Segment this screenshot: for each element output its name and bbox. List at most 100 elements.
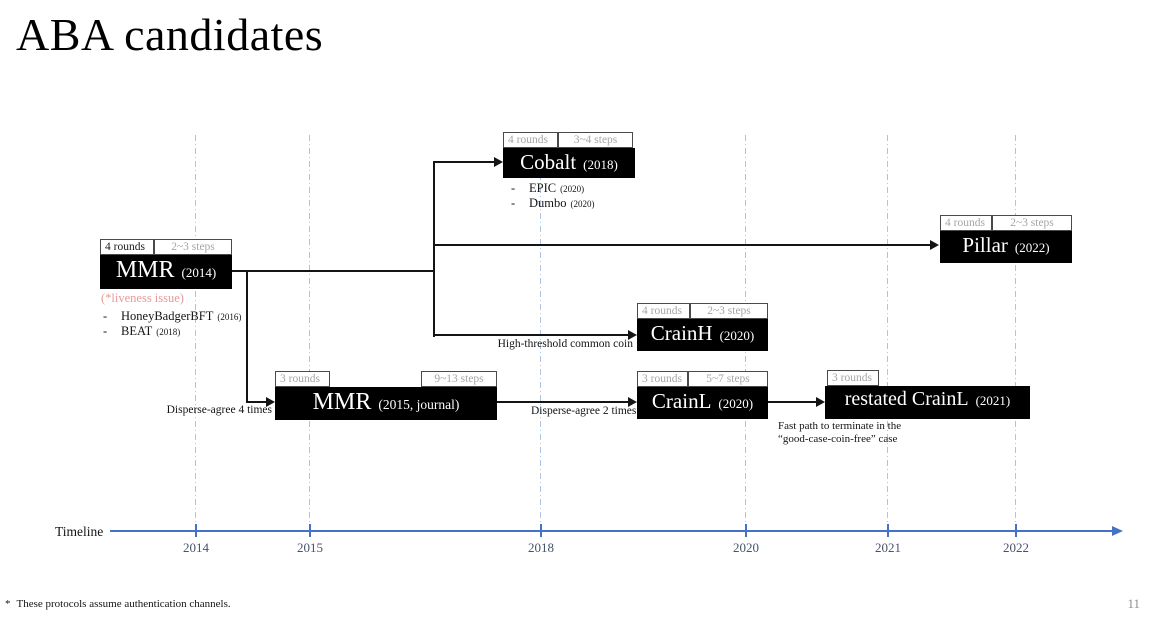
badge-steps: 2~3 steps [154,239,232,255]
annotation-fast-path-line2: “good-case-coin-free” case [778,433,898,445]
protocol-year: (2020) [718,396,754,411]
connector-down-to-mmr-journal [246,271,248,402]
protocol-group-mmr-journal: 3 rounds 9~13 steps MMR (2015, journal) [275,371,497,420]
tick-2018 [540,524,542,537]
badge-steps: 5~7 steps [688,371,768,387]
protocol-box-mmr-journal: MMR (2015, journal) [275,387,497,420]
badge-row: 4 rounds 3~4 steps [503,132,635,148]
list-item: - EPIC (2020) [508,181,635,196]
year-label-2020: 2020 [733,540,759,555]
badge-row: 4 rounds 2~3 steps [940,215,1072,231]
badge-rounds: 4 rounds [940,215,992,231]
gridline-2014 [195,135,196,532]
derived-year: (2018) [156,327,181,337]
annotation-disperse-agree-4: Disperse-agree 4 times [166,404,272,416]
tick-2020 [745,524,747,537]
arrowhead-cobalt-icon [494,157,503,167]
year-label-2022: 2022 [1003,540,1029,555]
timeline-label: Timeline [55,524,104,539]
tick-2022 [1015,524,1017,537]
list-bullet: - [511,181,516,195]
arrowhead-mmr-journal-icon [266,397,275,407]
annotation-disperse-agree-2: Disperse-agree 2 times [531,405,637,417]
footnote-text: These protocols assume authentication ch… [16,598,231,610]
protocol-year: (2022) [1014,240,1050,255]
badge-row: 3 rounds [827,370,1030,386]
connector-branch-vertical [433,161,435,337]
derived-name: Dumbo [529,196,567,210]
protocol-year: (2015, journal) [378,397,460,412]
protocol-box-mmr-2014: MMR (2014) [100,255,232,289]
arrowhead-crainl-icon [628,397,637,407]
timeline-axis [110,530,1112,532]
derived-year: (2016) [217,312,242,322]
protocol-group-restated-crainl: 3 rounds restated CrainL (2021) [825,370,1030,419]
derived-name: BEAT [121,324,153,338]
protocol-name: MMR [312,389,372,415]
derived-list: - HoneyBadgerBFT (2016) - BEAT (2018) [100,309,241,339]
arrowhead-restated-crainl-icon [816,397,825,407]
badge-steps: 2~3 steps [992,215,1072,231]
protocol-year: (2020) [719,328,755,343]
list-bullet: - [511,196,516,210]
protocol-group-crainl: 3 rounds 5~7 steps CrainL (2020) [637,371,768,419]
list-bullet: - [103,309,108,323]
protocol-name: CrainH [650,321,713,345]
page-number: 11 [1127,596,1140,611]
badge-rounds: 3 rounds [827,370,879,386]
badge-rounds: 4 rounds [100,239,154,255]
protocol-box-cobalt: Cobalt (2018) [503,148,635,178]
protocol-box-crainh: CrainH (2020) [637,319,768,351]
connector-to-crainh [435,334,629,336]
badge-row: 3 rounds 5~7 steps [637,371,768,387]
badge-steps: 9~13 steps [421,371,497,387]
protocol-group-cobalt: 4 rounds 3~4 steps Cobalt (2018) - EPIC … [503,132,635,211]
protocol-name: Cobalt [520,150,577,174]
list-item: - BEAT (2018) [100,324,241,339]
connector-to-pillar [435,244,931,246]
protocol-name: MMR [115,257,175,283]
protocol-box-crainl: CrainL (2020) [637,387,768,419]
badge-rounds: 4 rounds [637,303,690,319]
liveness-note: (*liveness issue) [101,291,184,305]
year-label-2014: 2014 [183,540,209,555]
list-bullet: - [103,324,108,338]
gridline-2015 [309,135,310,532]
annotation-high-threshold: High-threshold common coin [497,338,633,350]
derived-year: (2020) [560,184,585,194]
derived-list: - EPIC (2020) - Dumbo (2020) [508,181,635,211]
badge-steps: 3~4 steps [558,132,633,148]
list-item: - Dumbo (2020) [508,196,635,211]
protocol-group-pillar: 4 rounds 2~3 steps Pillar (2022) [940,215,1072,263]
timeline-arrowhead-icon [1112,526,1123,536]
annotation-fast-path: Fast path to terminate in the “good-case… [778,420,901,446]
badge-steps: 2~3 steps [690,303,768,319]
tick-2015 [309,524,311,537]
arrowhead-pillar-icon [930,240,939,250]
badge-row: 3 rounds 9~13 steps [275,371,497,387]
year-label-2021: 2021 [875,540,901,555]
badge-row: 4 rounds 2~3 steps [637,303,768,319]
protocol-year: (2018) [583,157,618,172]
gridline-2018 [540,135,541,532]
tick-2021 [887,524,889,537]
badge-rounds: 3 rounds [275,371,330,387]
protocol-name: restated CrainL [844,388,969,410]
annotation-fast-path-line1: Fast path to terminate in the [778,420,902,432]
protocol-group-mmr-2014: 4 rounds 2~3 steps MMR (2014) (*liveness… [100,239,241,339]
slide-title: ABA candidates [16,9,324,60]
connector-to-mmr-journal [246,401,267,403]
year-label-2015: 2015 [297,540,323,555]
footnote-marker: * [5,598,11,610]
list-item: - HoneyBadgerBFT (2016) [100,309,241,324]
derived-year: (2020) [570,199,595,209]
badge-rounds: 4 rounds [503,132,558,148]
gridline-2021 [887,135,888,532]
connector-to-restated-crainl [768,401,817,403]
connector-to-crainl [497,401,629,403]
footnote: * These protocols assume authentication c… [5,598,231,610]
year-label-2018: 2018 [528,540,554,555]
connector-mmr2014-out [232,270,433,272]
derived-name: HoneyBadgerBFT [121,309,214,323]
